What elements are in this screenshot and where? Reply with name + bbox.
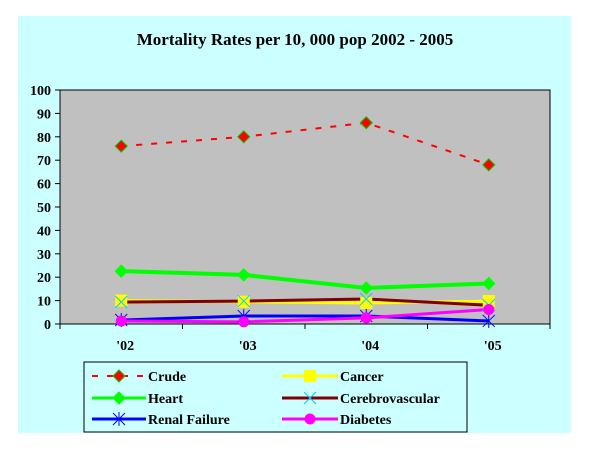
legend-marker xyxy=(304,370,316,382)
legend-label: Diabetes xyxy=(340,413,392,428)
data-point-diabetes xyxy=(360,312,372,324)
legend-item-cancer: Cancer xyxy=(282,370,384,385)
legend-item-diabetes: Diabetes xyxy=(282,413,392,428)
legend-marker xyxy=(112,391,126,405)
data-point-heart xyxy=(237,268,251,282)
y-tick-label: 20 xyxy=(37,271,51,286)
data-point-crude xyxy=(237,130,251,144)
series-line-renal-failure xyxy=(121,314,489,323)
data-point-crude xyxy=(114,139,128,153)
legend-label: Cancer xyxy=(340,370,384,385)
legend-label: Heart xyxy=(148,392,183,407)
legend-item-renal-failure: Renal Failure xyxy=(92,412,230,428)
legend-label: Renal Failure xyxy=(148,413,230,428)
chart-title: Mortality Rates per 10, 000 pop 2002 - 2… xyxy=(137,30,454,49)
y-axis: 0 10 20 30 40 50 60 70 80 90 100 xyxy=(30,84,60,333)
x-tick-label: '03 xyxy=(239,339,257,354)
data-point-heart xyxy=(114,264,128,278)
legend-label: Cerebrovascular xyxy=(340,392,440,407)
x-tick-label: '02 xyxy=(116,339,134,354)
data-point-crude xyxy=(359,116,373,130)
legend-item-heart: Heart xyxy=(92,391,183,407)
data-point-cerebrovascular xyxy=(237,294,251,308)
data-point-diabetes xyxy=(115,315,127,327)
data-point-cerebrovascular xyxy=(114,295,128,309)
y-tick-label: 0 xyxy=(44,318,51,333)
series-line-diabetes xyxy=(121,307,489,324)
data-point-cancer xyxy=(482,295,495,308)
x-tick-label: '05 xyxy=(484,339,502,354)
legend-marker xyxy=(112,412,126,426)
data-point-cancer xyxy=(115,294,128,307)
y-tick-label: 10 xyxy=(37,295,51,310)
series-group xyxy=(114,116,496,328)
y-tick-label: 40 xyxy=(37,224,51,239)
data-point-diabetes xyxy=(483,303,495,315)
legend-box xyxy=(83,361,468,433)
legend-item-crude: Crude xyxy=(92,369,186,385)
y-tick-label: 70 xyxy=(37,154,51,169)
series-line-heart xyxy=(121,269,489,290)
legend: Crude Cancer Heart Cerebrovascular Renal Fai… xyxy=(83,361,468,433)
x-tick-label: '04 xyxy=(361,339,379,354)
y-tick-label: 100 xyxy=(30,84,51,99)
data-point-heart xyxy=(359,281,373,295)
y-tick-label: 60 xyxy=(37,178,51,193)
data-point-cancer xyxy=(360,296,373,309)
data-point-heart xyxy=(482,276,496,291)
data-point-renal-failure xyxy=(482,313,496,328)
x-axis: '02 '03 '04 '05 xyxy=(59,324,551,354)
plot-area xyxy=(59,89,551,325)
series-line-cerebrovascular xyxy=(121,297,489,307)
data-point-cerebrovascular xyxy=(359,292,373,306)
data-point-crude xyxy=(482,158,496,172)
y-tick-label: 30 xyxy=(37,248,51,263)
series-line-crude xyxy=(121,121,490,166)
legend-marker xyxy=(303,391,317,405)
y-tick-label: 50 xyxy=(37,201,51,216)
legend-item-cerebrovascular: Cerebrovascular xyxy=(282,391,440,407)
legend-marker xyxy=(304,413,316,425)
y-tick-label: 80 xyxy=(37,131,51,146)
legend-label: Crude xyxy=(148,370,186,385)
y-tick-label: 90 xyxy=(37,107,51,122)
data-point-diabetes xyxy=(238,316,250,328)
legend-marker xyxy=(112,369,126,383)
